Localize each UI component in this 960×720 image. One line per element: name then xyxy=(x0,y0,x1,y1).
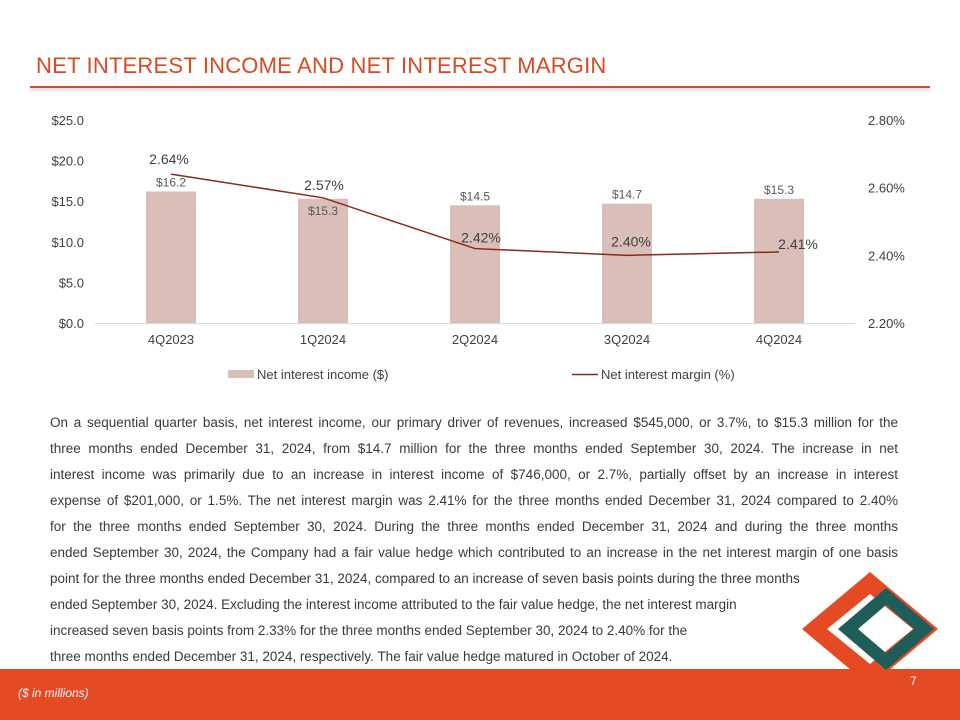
margin-line xyxy=(170,173,780,257)
logo-outer-diamond xyxy=(802,572,938,686)
bar xyxy=(146,191,196,323)
y-left-tick-label: $20.0 xyxy=(51,154,84,169)
line-data-label: 2.41% xyxy=(778,236,818,252)
units-footnote: ($ in millions) xyxy=(18,686,89,700)
y-left-tick-label: $25.0 xyxy=(51,113,84,128)
bar xyxy=(602,203,652,323)
bar-data-label: $14.7 xyxy=(612,188,642,202)
body-line: ended September 30, 2024. Excluding the … xyxy=(50,597,737,612)
line-data-label: 2.42% xyxy=(461,230,501,246)
x-tick-label: 4Q2024 xyxy=(756,332,802,347)
legend-line-label: Net interest margin (%) xyxy=(601,367,735,382)
body-line: three months ended December 31, 2024, re… xyxy=(50,649,673,664)
legend-bar-swatch xyxy=(228,370,254,378)
body-line: for the three months ended September 30,… xyxy=(50,519,898,534)
bar xyxy=(754,198,804,323)
body-line: expense of $201,000, or 1.5%. The net in… xyxy=(50,493,898,508)
y-right-tick-label: 2.60% xyxy=(868,181,905,196)
body-line: interest income was primarily due to an … xyxy=(50,467,898,482)
y-right-tick-label: 2.80% xyxy=(868,113,905,128)
body-line: point for the three months ended Decembe… xyxy=(50,571,800,586)
bar-data-label: $14.5 xyxy=(460,189,490,203)
line-data-label: 2.40% xyxy=(611,233,651,249)
page-number: 7 xyxy=(910,674,917,688)
x-tick-label: 4Q2023 xyxy=(148,332,194,347)
title-rule xyxy=(30,86,930,88)
x-tick-label: 1Q2024 xyxy=(300,332,346,347)
y-right-tick-label: 2.40% xyxy=(868,248,905,263)
bar xyxy=(450,205,500,323)
bar-data-label: $15.3 xyxy=(308,204,338,218)
body-paragraph: On a sequential quarter basis, net inter… xyxy=(50,410,898,670)
line-data-label: 2.64% xyxy=(149,151,189,167)
bar-data-label: $16.2 xyxy=(156,175,186,189)
logo-inner-diamond xyxy=(838,588,934,670)
x-tick-label: 2Q2024 xyxy=(452,332,498,347)
bar-data-label: $15.3 xyxy=(764,183,794,197)
y-left-tick-label: $15.0 xyxy=(51,194,84,209)
x-tick-label: 3Q2024 xyxy=(604,332,650,347)
body-line: ended September 30, 2024, the Company ha… xyxy=(50,545,898,560)
y-left-tick-label: $10.0 xyxy=(51,235,84,250)
body-line: On a sequential quarter basis, net inter… xyxy=(50,415,898,430)
line-data-label: 2.57% xyxy=(304,177,344,193)
slide-title: NET INTEREST INCOME AND NET INTEREST MAR… xyxy=(36,53,607,78)
body-line: three months ended December 31, 2024, fr… xyxy=(50,441,898,456)
combo-chart: $0.0 $5.0 $10.0 $15.0 $20.0 $25.0 2.20% 2.40% 2.… xyxy=(51,113,905,382)
legend-bar-label: Net interest income ($) xyxy=(257,367,389,382)
bar xyxy=(298,198,348,323)
y-left-tick-label: $0.0 xyxy=(59,316,84,331)
footer-bar: ($ in millions) xyxy=(0,669,960,720)
y-left-tick-label: $5.0 xyxy=(59,275,84,290)
body-line: increased seven basis points from 2.33% … xyxy=(50,623,688,638)
y-right-tick-label: 2.20% xyxy=(868,316,905,331)
